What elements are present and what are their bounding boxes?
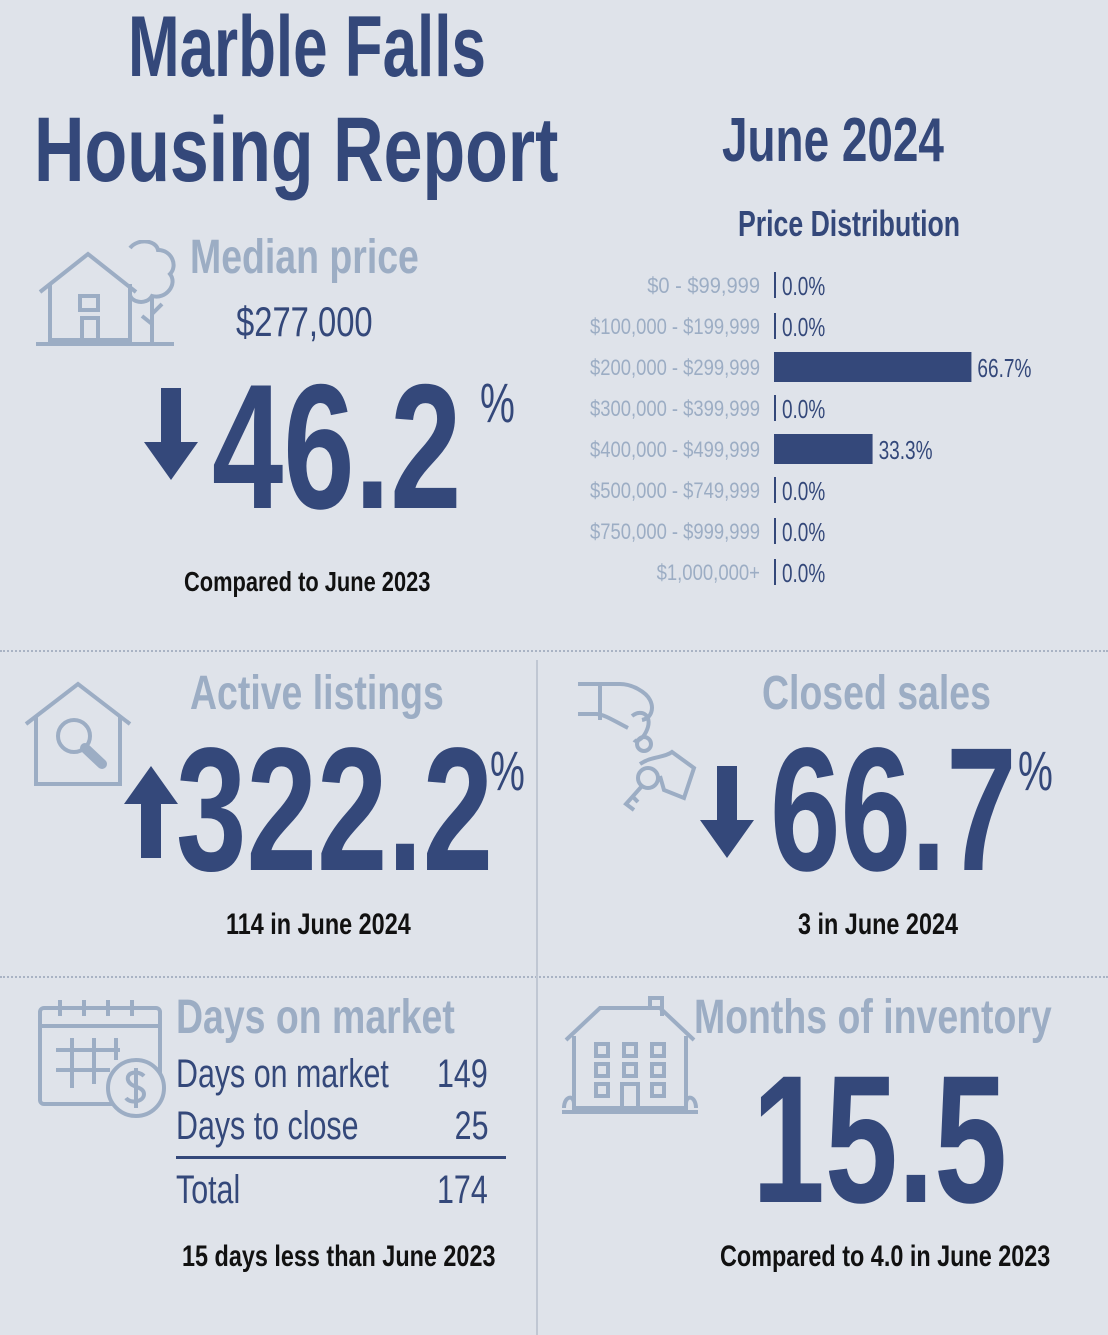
hand-keys-icon [576,680,704,812]
bar [774,434,873,464]
bar [774,477,776,503]
closed-sales-change-value: 66.7 [770,712,1017,908]
report-title-line1: Marble Falls [128,0,486,95]
value-label: 0.0% [782,476,825,506]
days-on-market-note: 15 days less than June 2023 [182,1240,496,1273]
category-label: $300,000 - $399,999 [590,396,760,421]
value-label: 33.3% [879,435,933,465]
months-of-inventory-note: Compared to 4.0 in June 2023 [720,1240,1051,1273]
dom-row-label: Days to close [176,1104,359,1148]
bar [774,313,776,339]
value-label: 66.7% [977,353,1031,383]
dom-row-label: Days on market [176,1052,389,1096]
median-compare-note: Compared to June 2023 [184,566,431,597]
column-divider [536,660,538,1335]
median-change-value: 46.2 [212,347,462,546]
arrow-down-icon [700,766,754,858]
value-label: 0.0% [782,312,825,342]
category-label: $400,000 - $499,999 [590,437,760,462]
active-listings-note: 114 in June 2024 [226,908,411,941]
arrow-up-icon [124,766,178,858]
months-of-inventory-label: Months of inventory [694,991,1052,1044]
active-listings-label: Active listings [190,667,444,720]
value-label: 0.0% [782,558,825,588]
median-price-label: Median price [190,231,419,284]
price-distribution-chart: $0 - $99,999 0.0% $100,000 - $199,999 0.0% $… [590,271,1031,588]
calendar-dollar-icon [38,998,168,1122]
category-label: $100,000 - $199,999 [590,314,760,339]
days-on-market-label: Days on market [176,991,455,1044]
arrow-down-icon [144,388,198,480]
dom-total-value: 174 [437,1168,488,1212]
category-label: $1,000,000+ [657,560,760,585]
value-label: 0.0% [782,271,825,301]
report-title-line2: Housing Report [34,99,559,201]
category-label: $0 - $99,999 [647,273,760,298]
months-of-inventory-value: 15.5 [752,1037,1008,1241]
closed-sales-note: 3 in June 2024 [798,908,958,941]
median-change-percent-sign: % [480,371,515,434]
chart-title: Price Distribution [738,203,961,244]
dom-total-label: Total [176,1168,241,1212]
category-label: $500,000 - $749,999 [590,478,760,503]
dom-row-value: 149 [437,1052,488,1096]
total-divider [176,1156,506,1159]
bar [774,395,776,421]
house-with-tree-icon [34,240,182,352]
category-label: $200,000 - $299,999 [590,355,760,380]
apartment-building-icon [560,996,700,1116]
category-label: $750,000 - $999,999 [590,519,760,544]
dom-row-value: 25 [454,1104,488,1148]
active-listings-percent-sign: % [490,739,525,802]
section-divider [0,976,1108,978]
closed-sales-percent-sign: % [1018,739,1053,802]
bar [774,352,972,382]
report-period: June 2024 [722,106,944,175]
value-label: 0.0% [782,394,825,424]
bar [774,559,776,585]
active-listings-change-value: 322.2 [176,712,494,908]
section-divider [0,650,1108,652]
median-price-value: $277,000 [236,298,373,345]
closed-sales-label: Closed sales [762,667,991,720]
value-label: 0.0% [782,517,825,547]
house-magnifier-icon [22,680,134,788]
bar [774,518,776,544]
bar [774,272,776,298]
